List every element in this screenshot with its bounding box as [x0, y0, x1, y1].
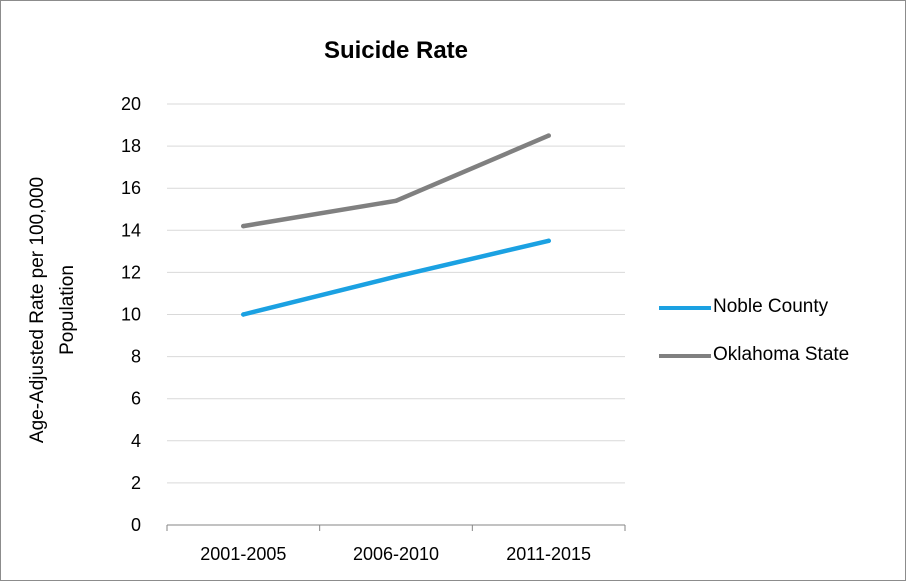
x-tick-label-2001-2005: 2001-2005	[200, 544, 286, 564]
legend-label-noble-county: Noble County	[713, 296, 829, 317]
data-point-noble-county-2	[546, 238, 551, 244]
data-point-noble-county-1	[393, 274, 399, 279]
data-point-noble-county-0	[241, 312, 246, 317]
y-tick-label-20: 20	[121, 94, 141, 114]
y-tick-label-14: 14	[121, 220, 141, 240]
data-point-oklahoma-state-2	[546, 133, 551, 138]
chart-title: Suicide Rate	[323, 37, 469, 64]
y-tick-label-16: 16	[121, 178, 141, 198]
data-point-oklahoma-state-0	[241, 223, 246, 229]
series-line-oklahoma-state	[241, 133, 551, 229]
legend-swatch-oklahoma-state	[659, 354, 711, 358]
y-tick-label-6: 6	[131, 389, 141, 409]
y-tick-label-12: 12	[121, 262, 141, 282]
y-tick-label-8: 8	[131, 347, 141, 367]
y-tick-label-4: 4	[131, 431, 141, 451]
x-tick-label-2011-2015: 2011-2015	[506, 544, 591, 564]
legend-swatch-noble-county	[659, 306, 711, 310]
data-point-oklahoma-state-1	[393, 198, 399, 204]
y-tick-label-0: 0	[131, 515, 141, 535]
y-tick-label-2: 2	[131, 473, 141, 493]
y-tick-label-18: 18	[121, 136, 141, 156]
legend-label-oklahoma-state: Oklahoma State	[713, 344, 850, 365]
y-tick-label-10: 10	[121, 305, 141, 325]
x-tick-label-2006-2010: 2006-2010	[353, 544, 439, 564]
